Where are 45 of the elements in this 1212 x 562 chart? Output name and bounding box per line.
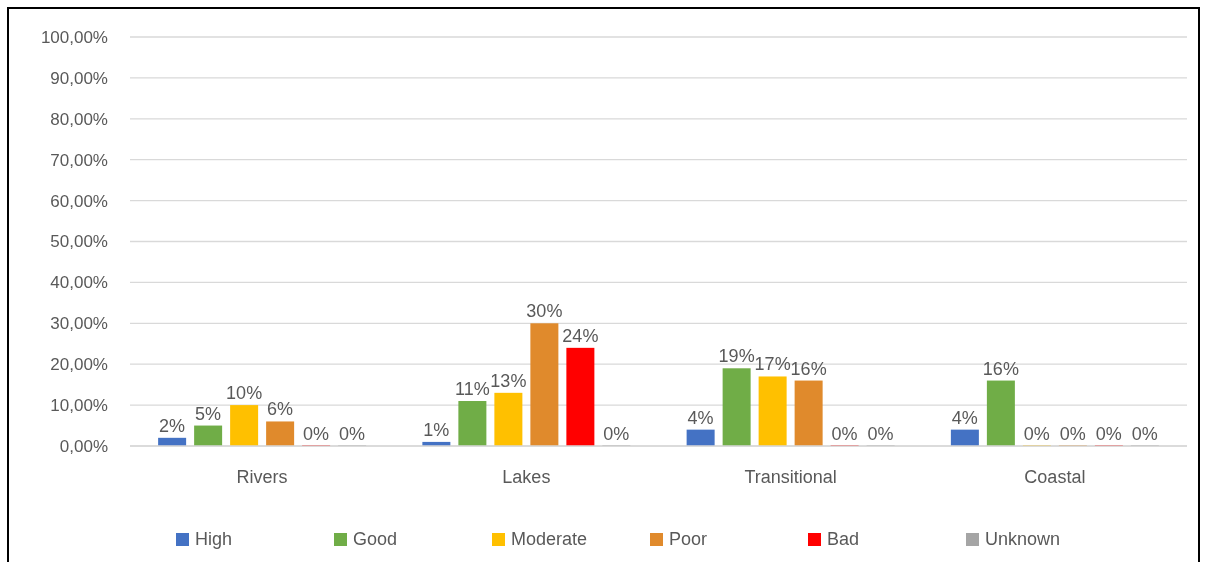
x-tick-label: Rivers bbox=[236, 467, 288, 487]
y-tick-label: 90,00% bbox=[50, 68, 108, 88]
data-label: 0% bbox=[603, 424, 630, 444]
data-label: 0% bbox=[303, 424, 330, 444]
legend-label: Good bbox=[353, 529, 398, 549]
legend-label: Bad bbox=[827, 529, 860, 549]
legend-label: High bbox=[195, 529, 233, 549]
data-label: 0% bbox=[1095, 424, 1122, 444]
x-tick-label: Coastal bbox=[1024, 467, 1086, 487]
data-label: 2% bbox=[159, 415, 186, 436]
data-label: 0% bbox=[339, 424, 366, 444]
y-tick-label: 80,00% bbox=[50, 109, 108, 129]
data-label: 0% bbox=[867, 424, 894, 444]
data-label: 19% bbox=[718, 346, 755, 367]
y-tick-label: 50,00% bbox=[50, 232, 108, 252]
data-label: 4% bbox=[687, 407, 714, 428]
data-label: 16% bbox=[790, 358, 827, 379]
x-tick-label: Lakes bbox=[502, 467, 551, 487]
data-label: 11% bbox=[455, 379, 490, 400]
y-tick-label: 60,00% bbox=[50, 191, 108, 211]
data-label: 0% bbox=[1059, 424, 1086, 444]
data-label: 6% bbox=[267, 399, 294, 420]
y-tick-label: 70,00% bbox=[50, 150, 108, 170]
x-tick-label: Transitional bbox=[744, 467, 837, 487]
data-label: 5% bbox=[195, 403, 222, 424]
data-label: 0% bbox=[1023, 424, 1050, 444]
data-label: 10% bbox=[226, 383, 263, 404]
y-tick-label: 0,00% bbox=[59, 436, 108, 456]
legend-label: Poor bbox=[669, 529, 708, 549]
data-label: 16% bbox=[982, 358, 1019, 379]
y-tick-label: 30,00% bbox=[50, 314, 108, 334]
data-label: 17% bbox=[754, 354, 791, 375]
data-label: 0% bbox=[1131, 424, 1158, 444]
data-label: 1% bbox=[423, 419, 450, 440]
y-tick-label: 20,00% bbox=[50, 355, 108, 375]
data-label: 13% bbox=[490, 370, 527, 391]
y-tick-label: 40,00% bbox=[50, 273, 108, 293]
y-tick-label: 10,00% bbox=[50, 396, 108, 416]
data-label: 24% bbox=[562, 325, 599, 346]
data-label: 0% bbox=[831, 424, 858, 444]
data-label: 4% bbox=[951, 407, 978, 428]
legend-label: Moderate bbox=[511, 529, 588, 549]
y-tick-label: 100,00% bbox=[40, 27, 108, 47]
data-label: 30% bbox=[526, 301, 563, 322]
legend-label: Unknown bbox=[985, 529, 1061, 549]
